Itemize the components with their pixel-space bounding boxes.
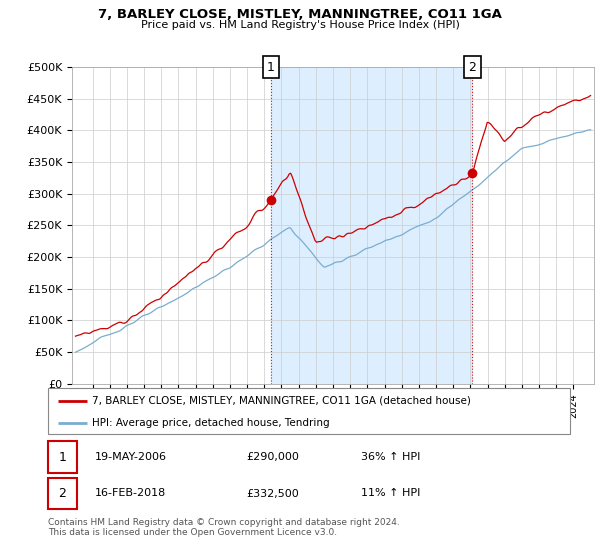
Text: 2: 2 [469, 60, 476, 74]
Text: 11% ↑ HPI: 11% ↑ HPI [361, 488, 421, 498]
Text: 36% ↑ HPI: 36% ↑ HPI [361, 452, 421, 462]
Text: 16-FEB-2018: 16-FEB-2018 [95, 488, 166, 498]
Text: 1: 1 [267, 60, 275, 74]
Text: 7, BARLEY CLOSE, MISTLEY, MANNINGTREE, CO11 1GA: 7, BARLEY CLOSE, MISTLEY, MANNINGTREE, C… [98, 8, 502, 21]
Text: 2: 2 [58, 487, 66, 500]
Text: 19-MAY-2006: 19-MAY-2006 [95, 452, 167, 462]
Text: £332,500: £332,500 [247, 488, 299, 498]
Text: £290,000: £290,000 [247, 452, 299, 462]
FancyBboxPatch shape [48, 478, 77, 510]
FancyBboxPatch shape [48, 388, 570, 434]
Text: 1: 1 [58, 451, 66, 464]
Text: Price paid vs. HM Land Registry's House Price Index (HPI): Price paid vs. HM Land Registry's House … [140, 20, 460, 30]
Text: Contains HM Land Registry data © Crown copyright and database right 2024.
This d: Contains HM Land Registry data © Crown c… [48, 518, 400, 538]
FancyBboxPatch shape [48, 441, 77, 473]
Text: 7, BARLEY CLOSE, MISTLEY, MANNINGTREE, CO11 1GA (detached house): 7, BARLEY CLOSE, MISTLEY, MANNINGTREE, C… [92, 396, 471, 406]
Bar [271, 67, 472, 384]
Text: HPI: Average price, detached house, Tendring: HPI: Average price, detached house, Tend… [92, 418, 330, 427]
